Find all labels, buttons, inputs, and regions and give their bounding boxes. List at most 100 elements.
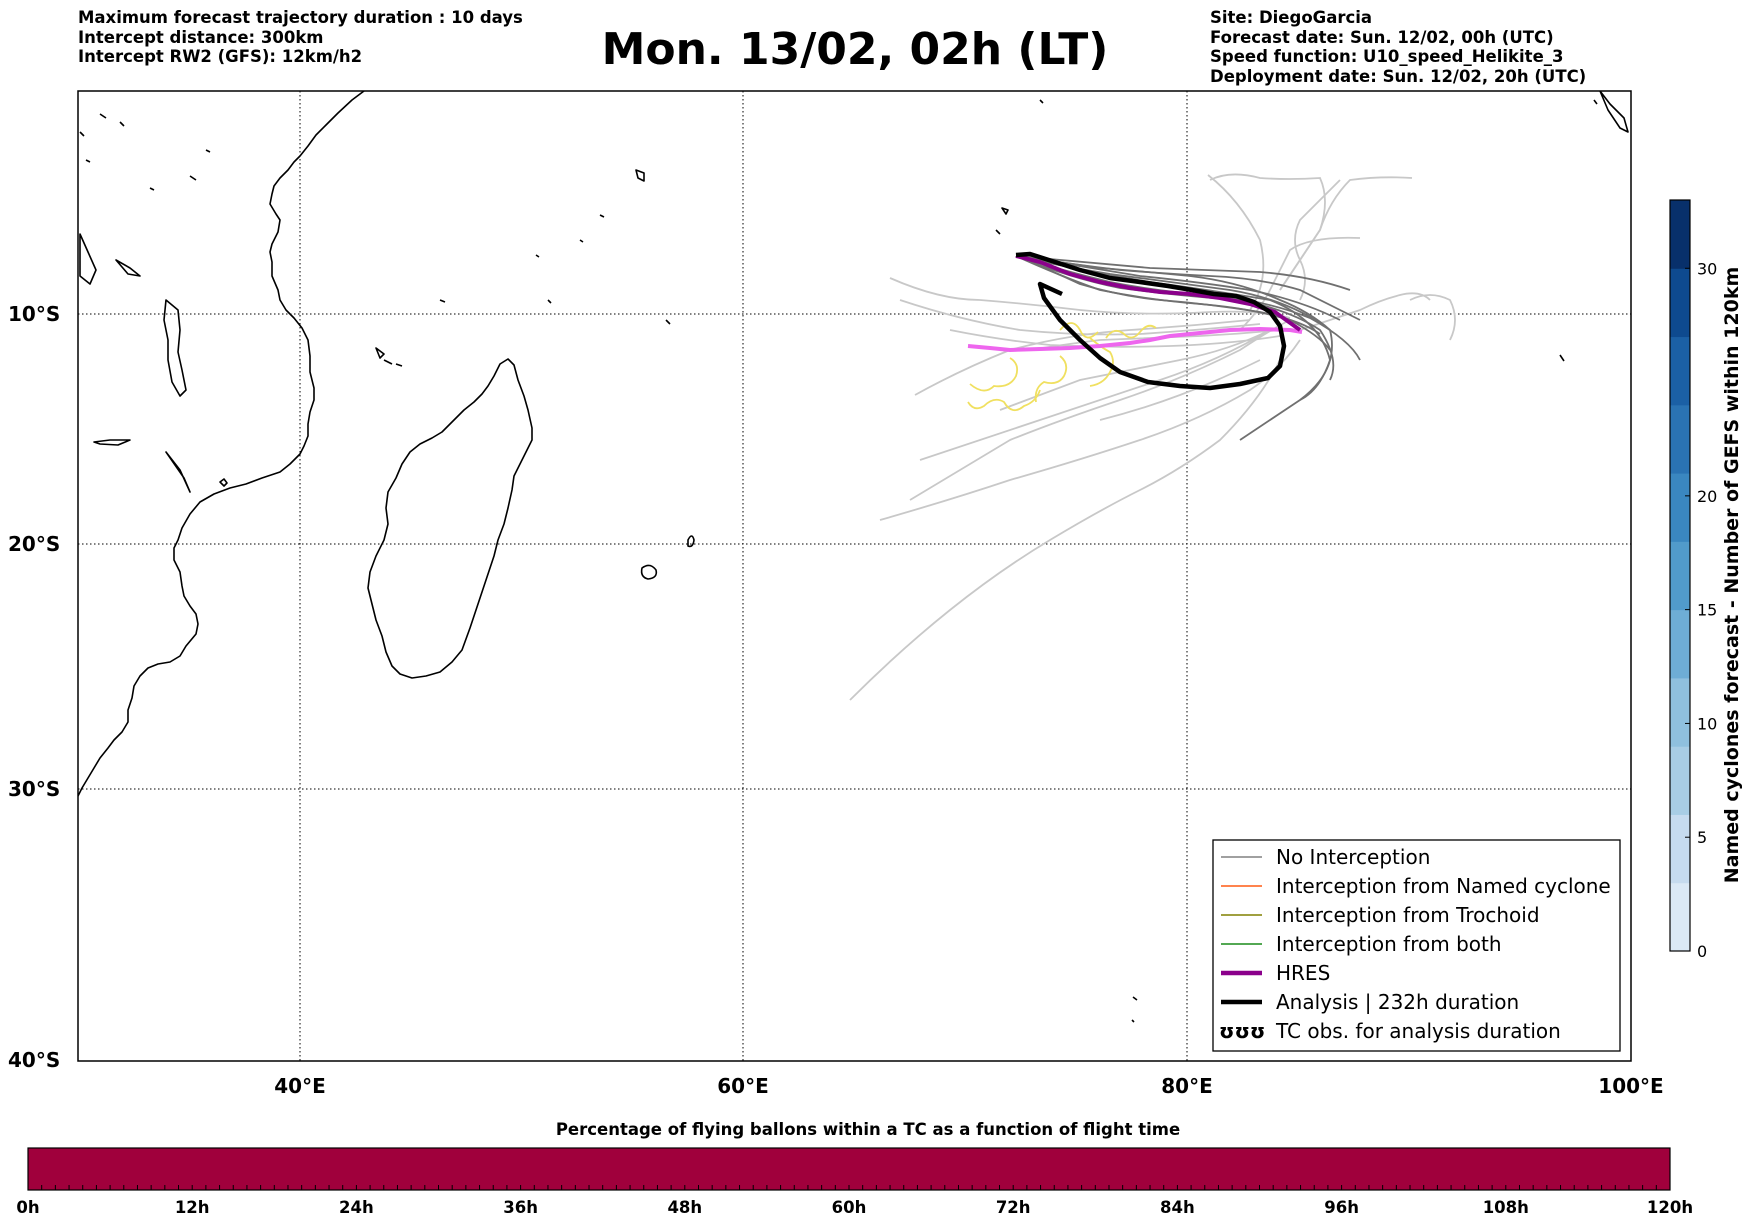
colorbar-right-segment [1670,473,1690,542]
seychelles-islands [375,169,671,367]
lon-tick-40e: 40°E [274,1074,326,1098]
island-reunion [640,564,658,580]
colorbar-bottom-tick-label: 60h [832,1198,867,1217]
header-site: Site: DiegoGarcia [1210,8,1373,27]
colorbar-right-segment [1670,404,1690,474]
red-sea-islands [79,233,141,285]
colorbar-right-tick-label: 0 [1697,942,1707,961]
ensemble-trajectory-gray [1015,255,1333,441]
ensemble-trajectory-light [879,339,1301,521]
colorbar-bottom: Percentage of flying ballons within a TC… [16,1120,1693,1217]
header-forecast-date: Forecast date: Sun. 12/02, 00h (UTC) [1210,27,1554,47]
colorbar-bottom-tick-label: 48h [667,1198,702,1217]
colorbar-right-label: Named cyclones forecast - Number of GEFS… [1721,267,1743,884]
lat-tick-10s: 10°S [8,302,60,326]
lat-tick-20s: 20°S [8,532,60,556]
ensemble-trajectory-light [1409,294,1456,341]
legend-label: Interception from Named cyclone [1276,874,1611,898]
lon-tick-60e: 60°E [717,1074,769,1098]
legend: No Interception Interception from Named c… [1212,839,1621,1052]
colorbar-bottom-tick-label: 12h [175,1198,210,1217]
tc-observations-track [967,322,1157,412]
header-intercept-distance: Intercept distance: 300km [78,27,324,47]
colorbar-bottom-tick-label: 120h [1647,1198,1693,1217]
colorbar-right-tick-label: 20 [1697,487,1717,506]
ensemble-trajectory-gray [1015,255,1361,321]
colorbar-right-frame [1669,199,1691,952]
ensemble-trajectory-light [919,329,1271,461]
legend-label: No Interception [1276,845,1430,869]
ensemble-trajectory-light [1239,236,1361,331]
ensemble-trajectory-light [889,277,1291,319]
header-info-left: Maximum forecast trajectory duration : 1… [78,8,523,67]
madagascar-coastline [367,358,533,679]
ensemble-trajectory-gray [1015,255,1331,351]
colorbar-right-segment [1670,336,1690,406]
lat-tick-40s: 40°S [8,1048,60,1072]
ensemble-trajectory-light [1294,179,1341,301]
colorbar-right-tick-label: 15 [1697,601,1717,620]
map-title: Mon. 13/02, 02h (LT) [601,24,1109,75]
colorbar-right-tick-label: 30 [1697,259,1717,278]
header-intercept-rw2: Intercept RW2 (GFS): 12km/h2 [78,47,363,66]
header-speed-function: Speed function: U10_speed_Helikite_3 [1210,47,1564,66]
ensemble-trajectory-light [909,319,1291,501]
legend-label: HRES [1276,961,1330,985]
colorbar-bottom-tick-label: 108h [1483,1198,1529,1217]
colorbar-bottom-title: Percentage of flying ballons within a TC… [556,1120,1180,1139]
ensemble-trajectory-light [849,359,1281,701]
ensemble-trajectory-light [999,329,1271,411]
legend-tc-obs-symbol: ʊʊʊ [1219,1019,1265,1043]
colorbar-bottom-tick-label: 24h [339,1198,374,1217]
colorbar-right-tick-label: 5 [1697,828,1707,847]
colorbar-bottom-tick-label: 36h [503,1198,538,1217]
lat-tick-labels: 10°S 20°S 30°S 40°S [8,302,60,1072]
ensemble-trajectories-light [849,173,1456,701]
lon-tick-labels: 40°E 60°E 80°E 100°E [274,1074,1663,1098]
ensemble-trajectory-light [1207,174,1265,311]
lon-tick-100e: 100°E [1598,1074,1663,1098]
colorbar-right-segment [1670,746,1690,815]
colorbar-bottom-tick-label: 96h [1324,1198,1359,1217]
colorbar-right-segment [1670,609,1690,679]
colorbar-right-segment [1670,200,1690,269]
lon-tick-80e: 80°E [1161,1074,1213,1098]
lake-victoria [163,299,187,397]
colorbar-right-segment [1670,268,1690,338]
colorbar-bottom-bar [27,1147,1671,1191]
colorbar-right-tick-label: 10 [1697,714,1717,733]
chagos-islands [995,99,1565,1023]
lat-tick-30s: 30°S [8,777,60,801]
colorbar-bottom-tick-label: 72h [996,1198,1031,1217]
header-info-right: Site: DiegoGarcia Forecast date: Sun. 12… [1210,8,1586,86]
legend-label: Interception from Trochoid [1276,903,1540,927]
header-max-duration: Maximum forecast trajectory duration : 1… [78,8,523,27]
map-frame [77,90,1632,1062]
ensemble-trajectory-light [1099,359,1261,421]
analysis-track [1015,251,1287,391]
legend-label: Analysis | 232h duration [1276,990,1519,1014]
colorbar-right-segment [1670,677,1690,747]
map-gridlines [78,91,1631,1061]
lake-coast [93,439,191,493]
africa-coastline [78,91,365,797]
colorbar-right: 0 5 10 15 20 30 Named cyclones forecast - Num… [1669,199,1743,961]
colorbar-bottom-tick-label: 84h [1160,1198,1195,1217]
legend-label: Interception from both [1276,932,1502,956]
east-coast-fragments [79,91,1629,191]
colorbar-right-segment [1670,814,1690,884]
ensemble-trajectory-gray [1015,255,1341,321]
ensemble-trajectory-light [914,319,1251,396]
legend-label: TC obs. for analysis duration [1275,1019,1561,1043]
header-deployment-date: Deployment date: Sun. 12/02, 20h (UTC) [1210,66,1587,86]
ensemble-trajectory-gray [1015,255,1351,291]
colorbar-right-segment [1670,541,1690,611]
island-mauritius [687,535,695,548]
ensemble-trajectory-light [1299,292,1431,331]
alt-forecast-track [967,326,1303,353]
coastlines [78,91,1629,1023]
island-comoros [219,478,228,487]
legend-box [1212,839,1621,1052]
colorbar-right-segment [1670,882,1690,952]
